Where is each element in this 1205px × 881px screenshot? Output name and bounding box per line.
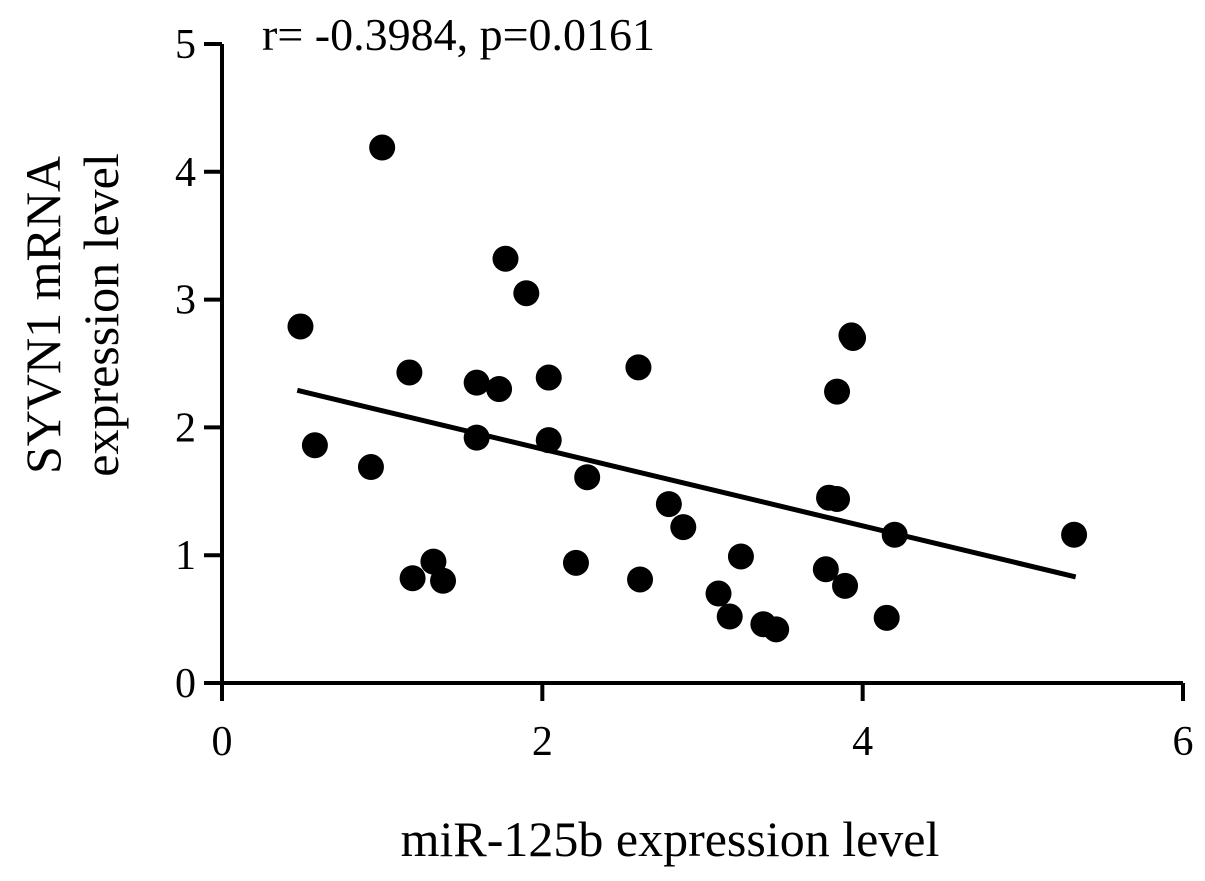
- x-axis: 0 2 4 6: [212, 681, 1194, 765]
- y-axis: 0 1 2 3 4 5: [175, 22, 224, 707]
- y-axis-title-line-2: expression level: [73, 153, 129, 477]
- data-point: [670, 514, 697, 541]
- data-point: [399, 565, 426, 592]
- data-point: [1061, 521, 1088, 548]
- x-tick-label: 4: [852, 719, 873, 765]
- data-point: [357, 454, 384, 481]
- data-point: [824, 378, 851, 405]
- y-axis-title-line-1: SYVN1 mRNA: [15, 156, 71, 474]
- x-axis-title: miR-125b expression level: [401, 811, 940, 867]
- y-tick-label: 4: [175, 150, 196, 196]
- x-tick-label: 6: [1173, 719, 1194, 765]
- regression-line: [296, 387, 1077, 580]
- data-point: [873, 604, 900, 631]
- data-point: [301, 432, 328, 459]
- data-point: [420, 548, 447, 575]
- data-point: [574, 464, 601, 491]
- x-tick-label: 2: [532, 719, 553, 765]
- y-tick-label: 5: [175, 22, 196, 68]
- data-point: [535, 364, 562, 391]
- data-point: [287, 313, 314, 340]
- data-point: [655, 491, 682, 518]
- data-point: [625, 354, 652, 381]
- correlation-annotation: r= -0.3984, p=0.0161: [262, 9, 655, 60]
- data-point: [430, 567, 457, 594]
- data-point: [812, 556, 839, 583]
- x-tick-label: 0: [212, 719, 233, 765]
- data-point: [492, 245, 519, 272]
- y-tick-label: 3: [175, 278, 196, 324]
- data-point: [562, 549, 589, 576]
- y-tick-label: 2: [175, 405, 196, 451]
- data-point: [627, 566, 654, 593]
- data-points: [287, 134, 1088, 643]
- data-point: [824, 485, 851, 512]
- data-point: [840, 324, 867, 351]
- data-point: [513, 280, 540, 307]
- data-point: [763, 616, 790, 643]
- data-point: [705, 580, 732, 607]
- data-point: [832, 572, 859, 599]
- data-point: [396, 359, 423, 386]
- data-point: [727, 543, 754, 570]
- y-tick-label: 0: [175, 661, 196, 707]
- data-point: [486, 376, 513, 403]
- data-point: [369, 134, 396, 161]
- data-point: [716, 603, 743, 630]
- y-tick-label: 1: [175, 533, 196, 579]
- data-point: [463, 369, 490, 396]
